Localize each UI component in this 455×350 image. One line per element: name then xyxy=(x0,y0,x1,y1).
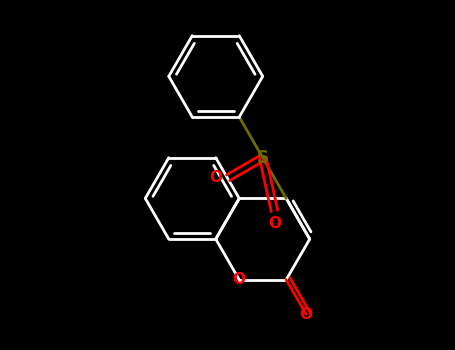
Text: O: O xyxy=(300,307,313,322)
Text: S: S xyxy=(257,149,269,167)
Text: O: O xyxy=(268,216,281,231)
Text: O: O xyxy=(233,272,246,287)
Text: O: O xyxy=(209,170,222,185)
